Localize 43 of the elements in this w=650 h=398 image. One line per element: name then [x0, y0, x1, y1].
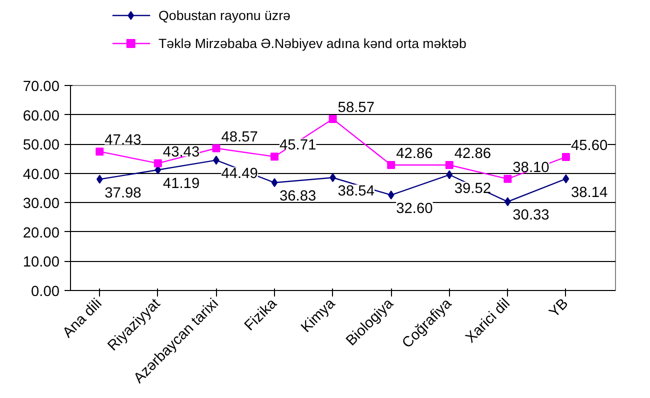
x-tick-label: Ana dili — [60, 296, 106, 342]
data-label: 58.57 — [338, 100, 374, 116]
data-label: 42.86 — [396, 146, 433, 162]
y-tick-label: 40.00 — [22, 166, 60, 183]
data-label: 43.43 — [162, 144, 200, 160]
y-tick-label: 70.00 — [22, 79, 60, 95]
legend-label: Qobustan rayonu üzrə — [158, 8, 290, 23]
point — [446, 170, 453, 180]
point — [271, 178, 278, 188]
data-label: 38.54 — [338, 184, 374, 200]
data-label: 32.60 — [396, 201, 433, 218]
x-tick-label: YB — [546, 296, 572, 321]
point — [562, 174, 570, 184]
point — [154, 159, 162, 168]
point — [328, 114, 337, 123]
data-label: 42.86 — [454, 146, 492, 162]
data-label: 45.71 — [280, 138, 316, 154]
point — [212, 144, 220, 152]
point — [96, 148, 104, 156]
data-label: 38.14 — [570, 184, 608, 201]
point — [388, 190, 394, 200]
y-tick-label: 10.00 — [22, 254, 60, 271]
point — [270, 152, 279, 161]
y-tick-label: 50.00 — [22, 138, 60, 154]
data-label: 48.57 — [221, 129, 258, 146]
data-label: 45.60 — [570, 138, 608, 154]
y-tick-label: 20.00 — [22, 225, 60, 242]
y-tick-label: 0.00 — [30, 284, 60, 300]
data-label: 39.52 — [454, 180, 492, 197]
point — [387, 160, 396, 169]
data-label: 37.98 — [104, 185, 142, 202]
data-label: 38.10 — [512, 160, 550, 176]
point — [504, 174, 512, 183]
data-label: 41.19 — [162, 176, 200, 192]
data-label: 30.33 — [512, 208, 550, 224]
data-label: 36.83 — [280, 188, 316, 205]
legend-label: Təklə Mirzəbaba Ə.Nəbiyev adına kənd orta məktəb — [158, 36, 466, 51]
data-label: 44.49 — [221, 166, 258, 182]
point — [96, 174, 103, 184]
point — [562, 152, 570, 161]
y-tick-label: 30.00 — [22, 196, 60, 212]
point — [445, 160, 454, 169]
y-tick-label: 60.00 — [22, 108, 60, 124]
